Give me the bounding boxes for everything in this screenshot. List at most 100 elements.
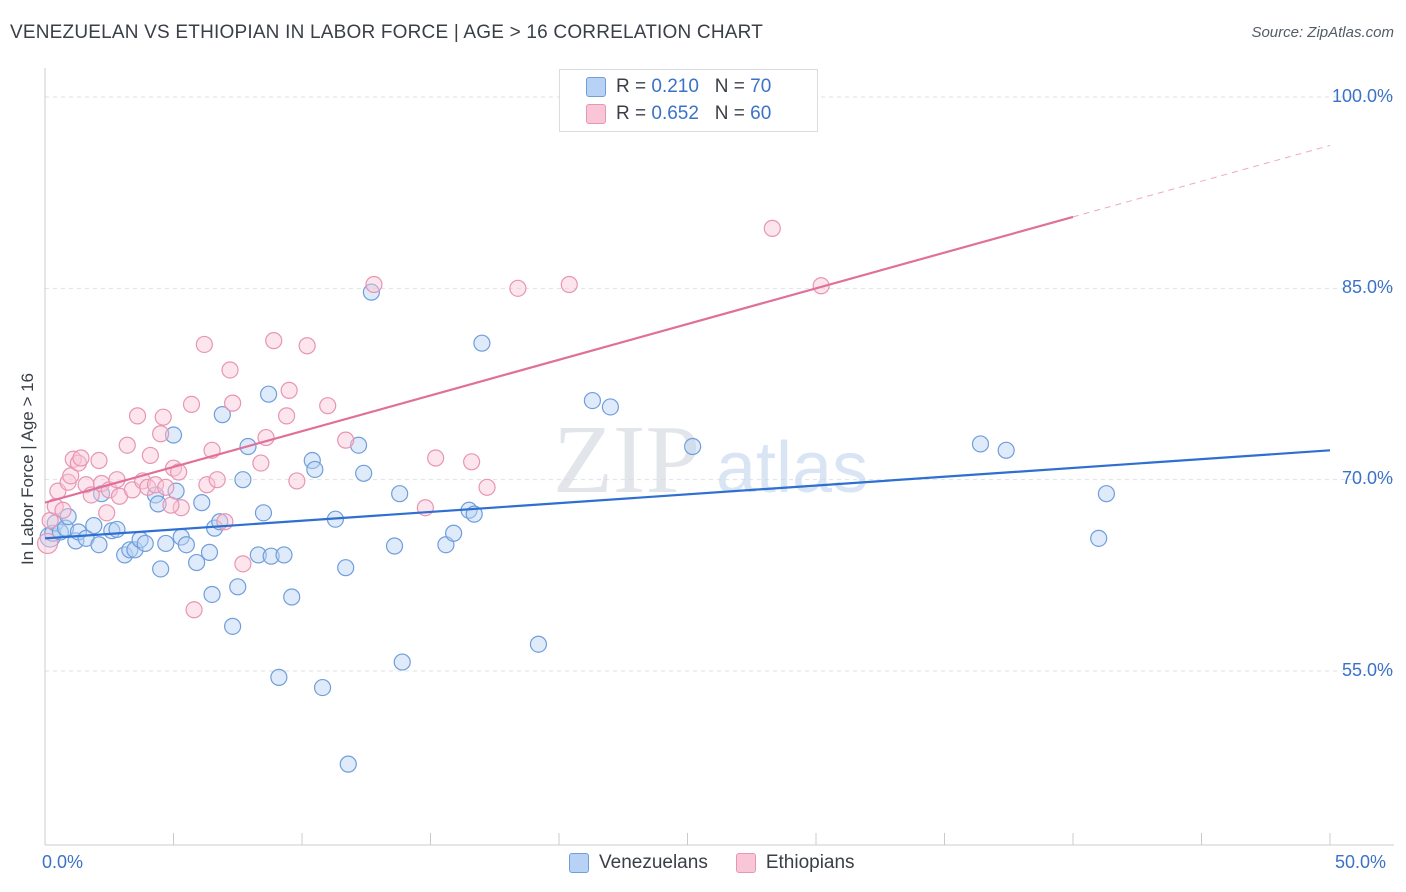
ethiopians-point	[280, 381, 298, 399]
ethiopians-point	[128, 407, 147, 425]
venezuelans-point	[203, 585, 221, 604]
venezuelans-point	[152, 560, 170, 578]
y-tick-label-100: 100.0%	[1331, 86, 1393, 106]
venezuelans-point	[213, 406, 231, 424]
venezuelans-point	[164, 426, 183, 444]
venezuelans-point	[601, 398, 620, 416]
venezuelans-point	[529, 635, 548, 653]
venezuelans-point	[971, 435, 990, 453]
legend-n-label: N =	[714, 103, 751, 124]
chart-title: VENEZUELAN VS ETHIOPIAN IN LABOR FORCE |…	[10, 22, 763, 43]
ethiopians-point	[98, 504, 116, 522]
venezuelans-point	[193, 494, 211, 512]
venezuelans-point	[385, 537, 404, 555]
venezuelans-point	[270, 668, 288, 686]
venezuelans-point	[108, 520, 126, 539]
venezuelans-point	[337, 559, 355, 577]
venezuelans-point	[188, 553, 206, 572]
ethiopians-point	[154, 408, 172, 426]
venezuelans-point	[283, 588, 301, 606]
legend-label-venezuelans: Venezuelans	[599, 852, 708, 873]
ethiopians-point	[319, 397, 337, 415]
legend-item-ethiopians[interactable]: Ethiopians	[735, 852, 855, 874]
series-ethiopians-points	[36, 219, 830, 619]
axes	[44, 68, 1394, 846]
venezuelans-point	[224, 617, 242, 635]
ethiopians-point	[182, 395, 201, 414]
venezuelans-point	[121, 541, 139, 559]
y-tick-label-70: 70.0%	[1341, 468, 1393, 488]
ethiopians-point	[509, 279, 527, 297]
ethiopians-point	[62, 467, 80, 485]
venezuelans-point	[254, 504, 273, 522]
venezuelans-point	[1090, 529, 1108, 547]
venezuelans-point	[90, 536, 108, 554]
y-tick-label-55: 55.0%	[1341, 660, 1393, 680]
venezuelans-point	[116, 546, 134, 564]
legend-item-venezuelans[interactable]: Venezuelans	[569, 852, 708, 874]
ethiopians-point	[463, 453, 481, 471]
ethiopians-point	[141, 446, 159, 465]
ethiopians-point	[265, 332, 283, 350]
legend-swatch-venezuelans	[569, 853, 589, 873]
y-tick-label-85: 85.0%	[1341, 277, 1393, 297]
venezuelans-point	[149, 495, 167, 513]
venezuelans-point	[445, 524, 463, 542]
ethiopians-point	[36, 532, 59, 555]
watermark-atlas: atlas	[716, 428, 868, 508]
series-legend: Venezuelans Ethiopians	[569, 852, 883, 874]
ethiopians-point	[195, 335, 213, 354]
legend-swatch-ethiopians	[735, 853, 756, 873]
legend-r-label: R =	[616, 76, 652, 97]
venezuelans-point	[229, 578, 247, 596]
legend-n-value: 70	[750, 76, 772, 97]
venezuelans-point	[177, 536, 195, 554]
ethiopians-point	[54, 501, 72, 519]
legend-r-value: 0.652	[651, 103, 699, 124]
ethiopians-point	[172, 499, 190, 517]
legend-swatch-pink	[586, 104, 606, 124]
venezuelans-point	[355, 464, 373, 482]
ethiopians-point	[185, 601, 203, 619]
ethiopians-point	[224, 394, 242, 412]
ethiopians-point	[170, 463, 188, 481]
trendline-ethiopians-extension	[1072, 144, 1331, 218]
ethiopians-point	[221, 361, 239, 379]
legend-label-ethiopians: Ethiopians	[765, 852, 855, 873]
x-tick-label-max: 50.0%	[1335, 852, 1387, 872]
legend-n-value: 60	[750, 103, 772, 124]
ethiopians-point	[560, 275, 578, 294]
venezuelans-point	[583, 391, 602, 410]
venezuelans-point	[339, 755, 357, 773]
ethiopians-point	[118, 436, 136, 454]
venezuelans-point	[393, 653, 411, 671]
ethiopians-point	[146, 476, 165, 494]
ethiopians-point	[157, 478, 175, 496]
venezuelans-point	[85, 516, 103, 535]
trendline-venezuelans	[44, 449, 1331, 540]
venezuelans-point	[249, 546, 267, 564]
ethiopians-point	[252, 454, 270, 472]
venezuelans-point	[313, 678, 332, 697]
venezuelans-point	[126, 541, 144, 559]
ethiopians-point	[478, 478, 496, 496]
venezuelans-point	[157, 534, 175, 553]
ethiopians-point	[198, 476, 216, 494]
ethiopians-point	[72, 449, 90, 467]
ethiopians-point	[763, 219, 781, 237]
ethiopians-point	[90, 451, 108, 470]
correlation-legend: R = 0.210 N = 70 R = 0.652 N = 60	[559, 69, 818, 132]
trend-lines	[44, 144, 1331, 540]
legend-r-value: 0.210	[651, 76, 699, 97]
venezuelans-point	[1097, 485, 1116, 503]
ethiopians-point	[152, 425, 170, 443]
legend-swatch-blue	[586, 77, 606, 97]
venezuelans-point	[234, 471, 252, 489]
trendline-ethiopians	[44, 215, 1074, 504]
venezuelans-point	[684, 437, 702, 456]
venezuelans-point	[306, 460, 324, 479]
ethiopians-point	[277, 407, 296, 425]
venezuelans-point	[275, 546, 293, 564]
x-tick-label-min: 0.0%	[42, 852, 84, 872]
